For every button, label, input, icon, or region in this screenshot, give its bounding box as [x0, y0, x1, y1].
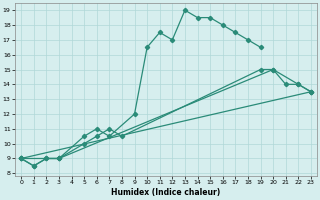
X-axis label: Humidex (Indice chaleur): Humidex (Indice chaleur)	[111, 188, 221, 197]
